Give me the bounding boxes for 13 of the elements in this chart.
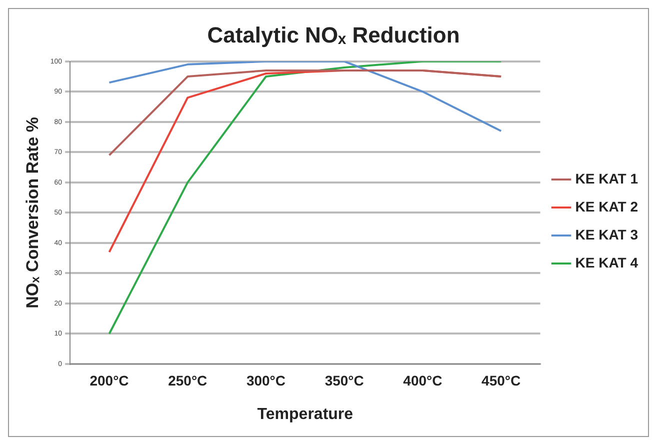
x-tick-label: 200°C [90,372,129,388]
legend-label: KE KAT 1 [575,170,638,186]
x-tick-label: 250°C [168,372,208,388]
x-tick-label: 350°C [324,372,364,388]
chart-title: Catalytic NOₓ Reduction [207,22,460,48]
x-axis-title: Temperature [257,406,354,423]
legend-label: KE KAT 4 [575,254,638,270]
legend-label: KE KAT 2 [575,198,638,214]
x-tick-label: 300°C [246,372,286,388]
legend-label: KE KAT 3 [575,226,638,242]
x-tick-label: 450°C [482,372,521,388]
y-axis-title: NOₓ Conversion Rate % [22,117,42,308]
x-tick-label: 400°C [403,372,442,388]
